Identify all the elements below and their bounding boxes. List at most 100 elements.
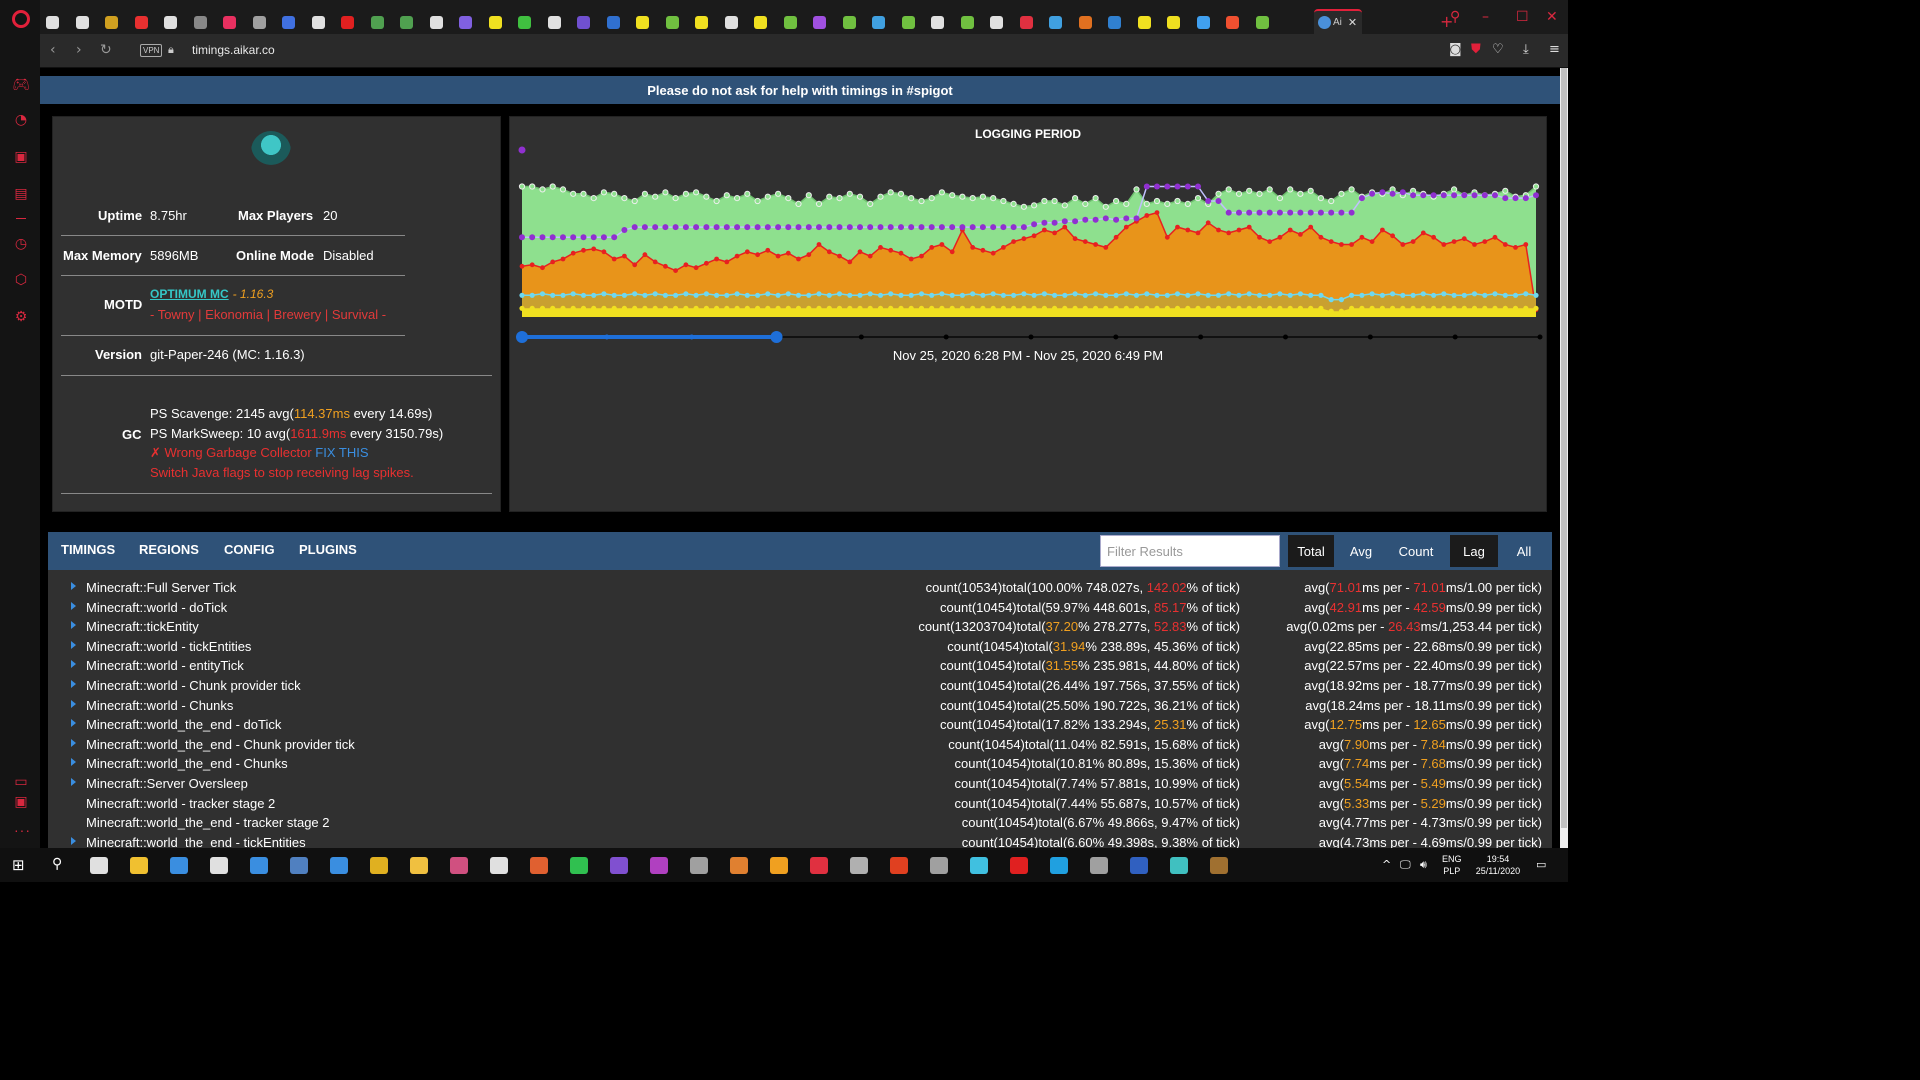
notifications-icon[interactable]: ▭ — [1536, 858, 1547, 871]
taskbar-app-icon[interactable] — [930, 857, 948, 874]
expand-arrow-icon[interactable] — [71, 738, 76, 747]
taskbar-app-icon[interactable] — [170, 857, 188, 874]
filter-results-input[interactable]: Filter Results — [1100, 535, 1280, 567]
reload-icon[interactable]: ↻ — [100, 42, 112, 58]
windows-start-icon[interactable]: ⊞ — [12, 856, 25, 874]
timing-row[interactable]: Minecraft::world_the_end - Chunk provide… — [48, 735, 1552, 755]
maximize-icon[interactable]: ☐ — [1516, 9, 1529, 25]
volume-icon[interactable]: 🔊︎ — [1420, 858, 1427, 871]
taskbar-app-icon[interactable] — [810, 857, 828, 874]
browser-tab[interactable] — [577, 12, 605, 32]
tab-active[interactable]: Ai ✕ — [1314, 9, 1362, 34]
workspace-2-icon[interactable]: ▣ — [14, 794, 28, 810]
gamepad-icon[interactable]: 🎮︎ — [12, 77, 30, 93]
browser-tab[interactable] — [754, 12, 782, 32]
expand-arrow-icon[interactable] — [71, 699, 76, 708]
browser-tab[interactable] — [164, 12, 192, 32]
browser-tab[interactable] — [1078, 12, 1107, 32]
lag-filter-button[interactable]: Lag — [1450, 535, 1498, 567]
taskbar-app-icon[interactable] — [1170, 857, 1188, 874]
twitch-icon[interactable]: ▤ — [14, 186, 28, 202]
browser-tab[interactable] — [990, 12, 1018, 32]
taskbar-app-icon[interactable] — [570, 857, 588, 874]
opera-logo-icon[interactable] — [12, 10, 30, 28]
timing-row[interactable]: Minecraft::Server Oversleep count(10454)t… — [48, 774, 1552, 794]
timing-row[interactable]: Minecraft::world_the_end - doTick count(1… — [48, 715, 1552, 735]
browser-tab[interactable] — [872, 12, 900, 32]
tab-config[interactable]: CONFIG — [224, 542, 275, 557]
browser-tab[interactable] — [75, 12, 104, 32]
taskbar-app-icon[interactable] — [1130, 857, 1148, 874]
menu-icon[interactable]: ≡ — [1549, 42, 1560, 57]
adblock-shield-icon[interactable]: ⛊ — [1471, 42, 1481, 57]
browser-tab[interactable] — [606, 12, 635, 32]
browser-tab[interactable] — [370, 12, 399, 32]
browser-tab[interactable] — [282, 12, 310, 32]
forward-icon[interactable]: › — [76, 42, 82, 58]
tab-plugins[interactable]: PLUGINS — [299, 542, 357, 557]
settings-gear-icon[interactable]: ⚙ — [14, 309, 28, 325]
scrollbar-thumb[interactable] — [1561, 68, 1567, 828]
sort-total-button[interactable]: Total — [1288, 535, 1334, 567]
browser-tab[interactable] — [341, 12, 369, 32]
browser-tab[interactable] — [1196, 12, 1225, 32]
browser-tab[interactable] — [547, 12, 576, 32]
camera-icon[interactable]: ◙ — [1449, 42, 1462, 57]
network-icon[interactable]: 🖵︎ — [1400, 858, 1411, 871]
timing-row[interactable]: Minecraft::world_the_end - tracker stage… — [48, 813, 1552, 833]
browser-tab[interactable] — [223, 12, 251, 32]
fix-this-link[interactable]: FIX THIS — [315, 445, 369, 460]
browser-tab[interactable] — [783, 12, 812, 32]
slider-handle-start[interactable] — [516, 331, 528, 343]
browser-tab[interactable] — [459, 12, 487, 32]
new-tab-plus-icon[interactable]: + — [1440, 12, 1454, 31]
taskbar-app-icon[interactable] — [530, 857, 548, 874]
timing-row[interactable]: Minecraft::world - tracker stage 2 count(… — [48, 794, 1552, 814]
browser-tab[interactable] — [1137, 12, 1166, 32]
timing-row[interactable]: Minecraft::Full Server Tick count(10534)t… — [48, 578, 1552, 598]
taskbar-app-icon[interactable] — [650, 857, 668, 874]
minimize-icon[interactable]: – — [1482, 9, 1489, 25]
clock[interactable]: 19:54 25/11/2020 — [1475, 854, 1521, 876]
browser-tab[interactable] — [518, 12, 546, 32]
expand-arrow-icon[interactable] — [71, 836, 76, 845]
browser-tab[interactable] — [1019, 12, 1048, 32]
expand-arrow-icon[interactable] — [71, 758, 76, 767]
timing-row[interactable]: Minecraft::world - Chunks count(10454)tot… — [48, 696, 1552, 716]
download-icon[interactable]: ⤓ — [1523, 42, 1529, 57]
history-icon[interactable]: ◷ — [14, 236, 28, 252]
lock-icon[interactable]: 🔒︎ — [168, 43, 174, 56]
taskbar-app-icon[interactable] — [1210, 857, 1228, 874]
timing-row[interactable]: Minecraft::tickEntity count(13203704)tota… — [48, 617, 1552, 637]
tab-regions[interactable]: REGIONS — [139, 542, 199, 557]
browser-tab[interactable] — [193, 12, 222, 32]
taskbar-app-icon[interactable] — [850, 857, 868, 874]
timing-row[interactable]: Minecraft::world - tickEntities count(104… — [48, 637, 1552, 657]
taskbar-app-icon[interactable] — [1090, 857, 1108, 874]
expand-arrow-icon[interactable] — [71, 660, 76, 669]
browser-tab[interactable] — [695, 12, 723, 32]
expand-arrow-icon[interactable] — [71, 680, 76, 688]
browser-tab[interactable] — [901, 12, 930, 32]
taskbar-app-icon[interactable] — [730, 857, 748, 874]
browser-tab[interactable] — [960, 12, 989, 32]
browser-tab[interactable] — [1255, 12, 1284, 32]
close-window-icon[interactable]: ✕ — [1546, 9, 1558, 25]
timing-row[interactable]: Minecraft::world - Chunk provider tick co… — [48, 676, 1552, 696]
browser-tab[interactable] — [311, 12, 340, 32]
language-indicator[interactable]: ENG PLP — [1442, 854, 1462, 876]
taskbar-app-icon[interactable] — [290, 857, 308, 874]
taskbar-app-icon[interactable] — [690, 857, 708, 874]
speedometer-icon[interactable]: ◔ — [14, 112, 28, 128]
search-icon[interactable]: ⚲ — [52, 856, 63, 872]
workspaces-icon[interactable]: ▭ — [14, 774, 28, 790]
expand-arrow-icon[interactable] — [71, 640, 76, 649]
motd-server-name[interactable]: OPTIMUM MC — [150, 287, 229, 301]
slider-handle-end[interactable] — [770, 331, 783, 343]
timing-row[interactable]: Minecraft::world_the_end - Chunks count(1… — [48, 754, 1552, 774]
expand-arrow-icon[interactable] — [71, 778, 76, 786]
taskbar-app-icon[interactable] — [1010, 857, 1028, 874]
browser-tab[interactable] — [665, 12, 694, 32]
taskbar-app-icon[interactable] — [770, 857, 788, 874]
timing-row[interactable]: Minecraft::world_the_end - tickEntities c… — [48, 833, 1552, 848]
